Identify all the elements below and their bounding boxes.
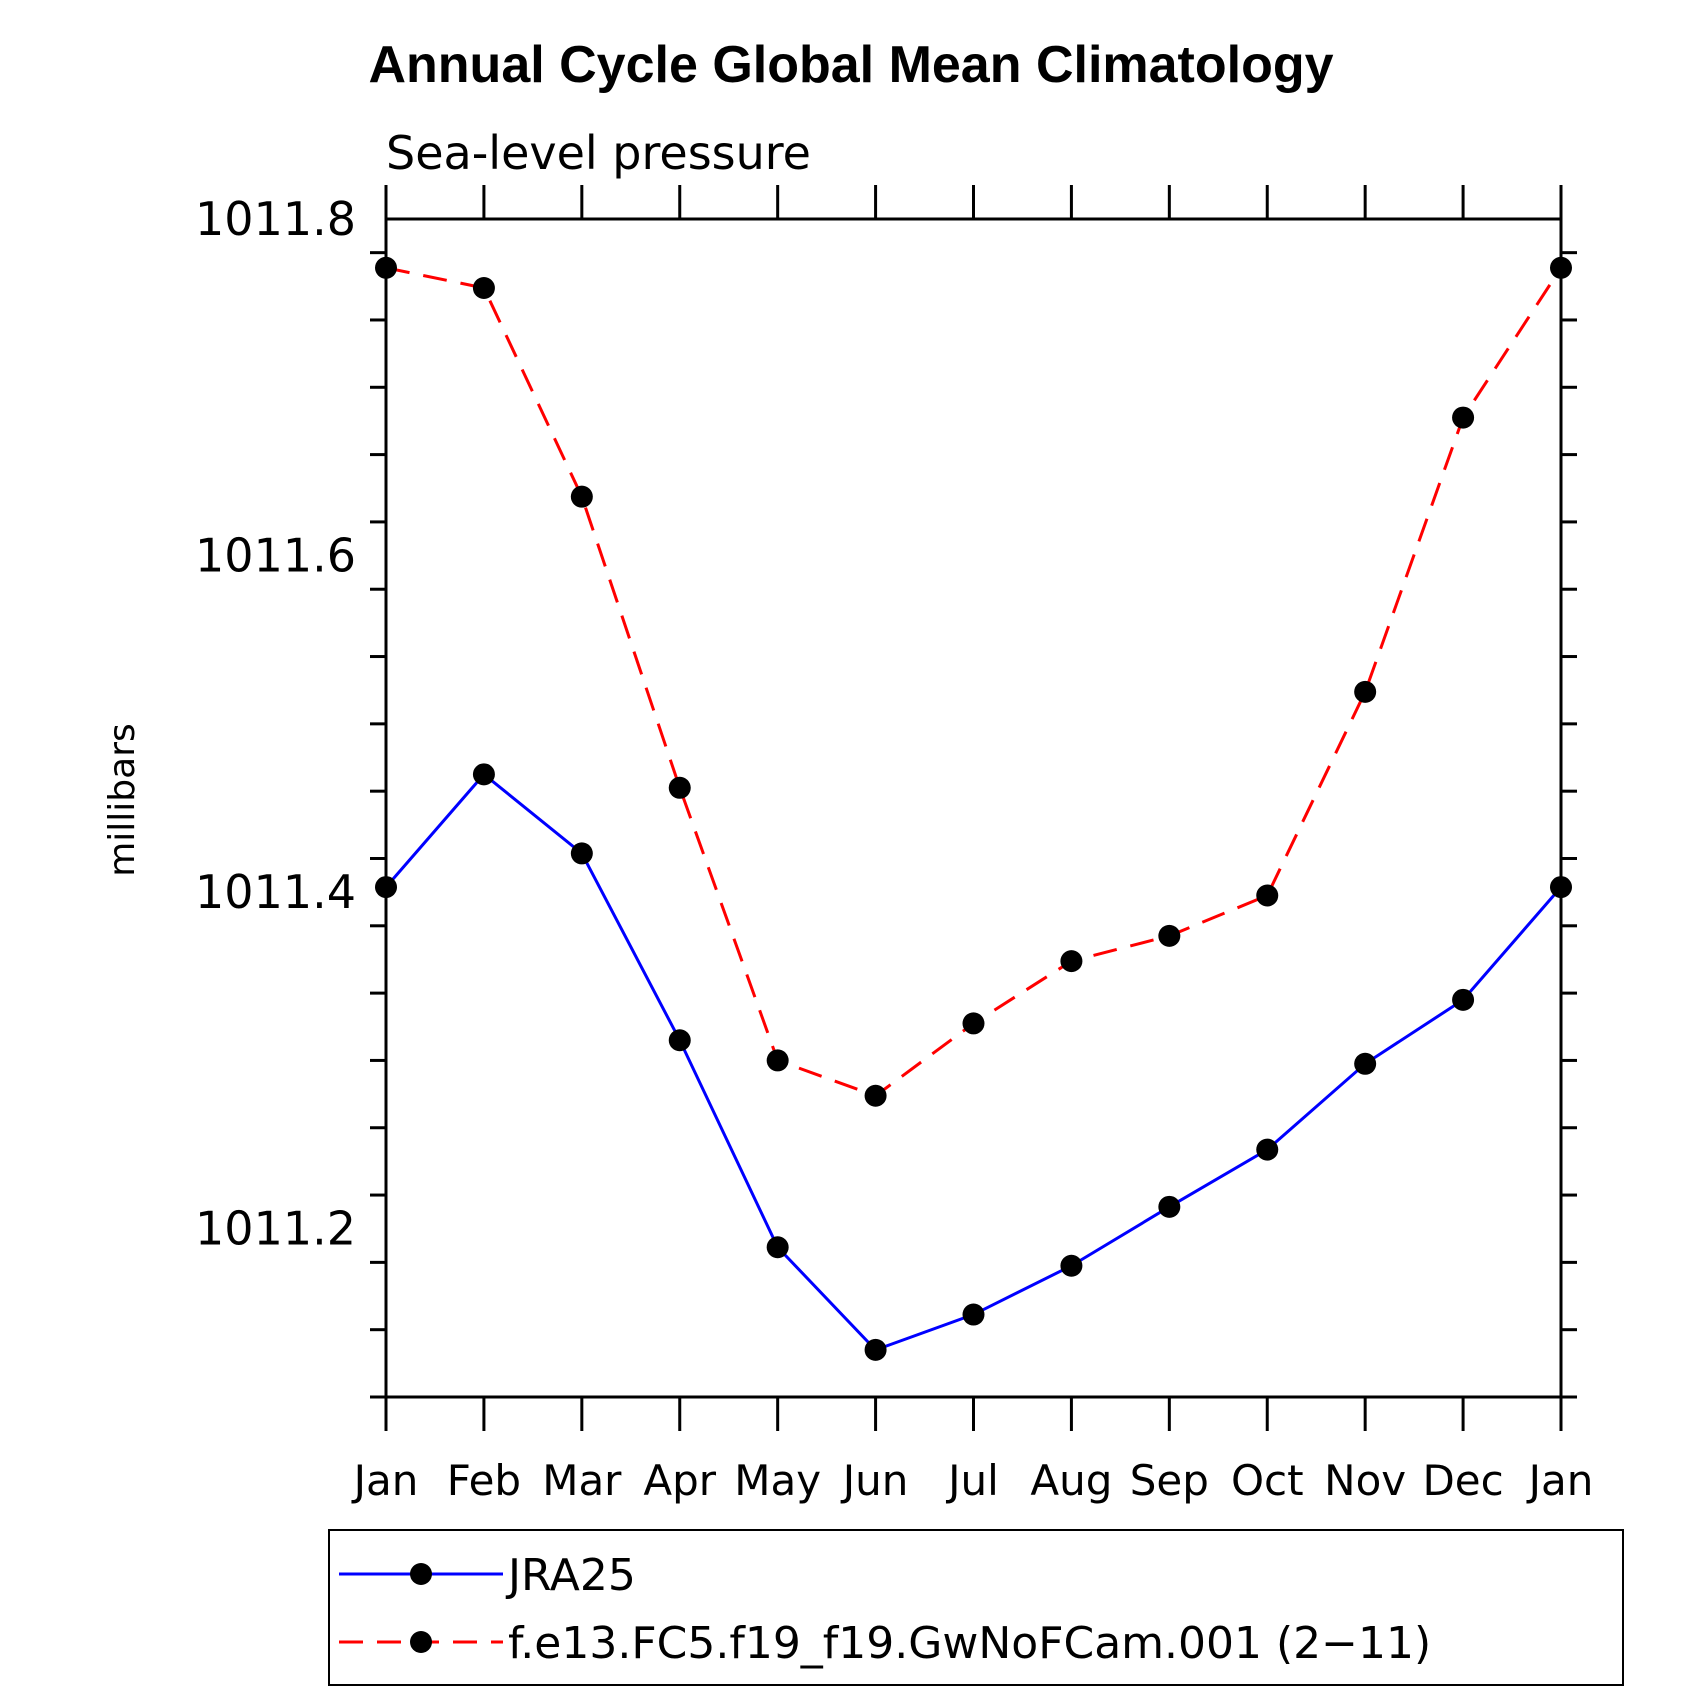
data-point: [472, 763, 495, 786]
x-tick-label: Sep: [1130, 1456, 1209, 1505]
data-point: [472, 276, 495, 299]
data-point: [766, 1236, 789, 1259]
x-tick-label: Mar: [542, 1456, 622, 1505]
data-point: [1060, 1254, 1083, 1277]
series-line-0: [384, 772, 1563, 1352]
data-point: [375, 256, 397, 279]
data-point: [570, 842, 593, 865]
data-point: [1354, 680, 1377, 703]
data-point: [1256, 1138, 1279, 1161]
data-point: [570, 485, 593, 508]
data-point: [1158, 924, 1181, 947]
data-point: [1452, 988, 1475, 1011]
x-tick-label: Apr: [643, 1456, 716, 1505]
x-tick-label: Aug: [1030, 1456, 1112, 1505]
chart-title: Annual Cycle Global Mean Climatology: [368, 36, 1333, 94]
data-point: [962, 1012, 985, 1035]
plot-border: [384, 217, 1563, 1399]
x-tick-label: Feb: [447, 1456, 521, 1505]
data-point: [1550, 876, 1572, 899]
chart-subtitle: Sea-level pressure: [386, 126, 811, 180]
x-tick-label: Nov: [1324, 1456, 1406, 1505]
x-axis: Jan Feb Mar Apr May Jun Jul Aug Sep Oct Nov Dec Jan: [351, 185, 1594, 1505]
legend-box: [328, 1529, 1624, 1686]
data-point: [1158, 1195, 1181, 1218]
x-tick-label: Jan: [1526, 1456, 1594, 1505]
x-tick-label: Jul: [945, 1456, 999, 1505]
y-tick-label: 1011.2: [195, 1202, 356, 1256]
data-point: [1256, 884, 1279, 907]
x-tick-label: Jun: [840, 1456, 909, 1505]
series-layer: [375, 256, 1572, 1361]
x-tick-label: Dec: [1422, 1456, 1503, 1505]
data-point: [864, 1084, 887, 1107]
legend-marker: [410, 1563, 432, 1585]
data-point: [1060, 950, 1083, 973]
x-tick-label: Jan: [351, 1456, 419, 1505]
data-point: [766, 1049, 789, 1072]
legend-label: f.e13.FC5.f19_f19.GwNoFCam.001 (2−11): [508, 1618, 1431, 1669]
y-tick-label: 1011.8: [195, 192, 356, 246]
legend: JRA25 f.e13.FC5.f19_f19.GwNoFCam.001 (2−1…: [328, 1529, 1624, 1686]
x-tick-label: May: [734, 1456, 821, 1505]
y-tick-label: 1011.4: [195, 865, 356, 919]
legend-label: JRA25: [505, 1550, 636, 1601]
data-point: [375, 876, 397, 899]
data-point: [962, 1303, 985, 1326]
data-point: [668, 1029, 691, 1052]
data-point: [1550, 256, 1572, 279]
y-tick-label: 1011.6: [195, 529, 356, 583]
data-point: [864, 1338, 887, 1361]
x-tick-label: Oct: [1231, 1456, 1304, 1505]
series-line-1: [385, 266, 1563, 1098]
y-axis: 1011.2 1011.4 1011.6 1011.8: [195, 192, 1577, 1399]
data-point: [1354, 1052, 1377, 1075]
data-point: [668, 776, 691, 799]
y-axis-label: millibars: [102, 723, 143, 877]
data-point: [1452, 406, 1475, 429]
plot-frame: [384, 217, 1563, 1399]
legend-marker: [410, 1631, 432, 1653]
